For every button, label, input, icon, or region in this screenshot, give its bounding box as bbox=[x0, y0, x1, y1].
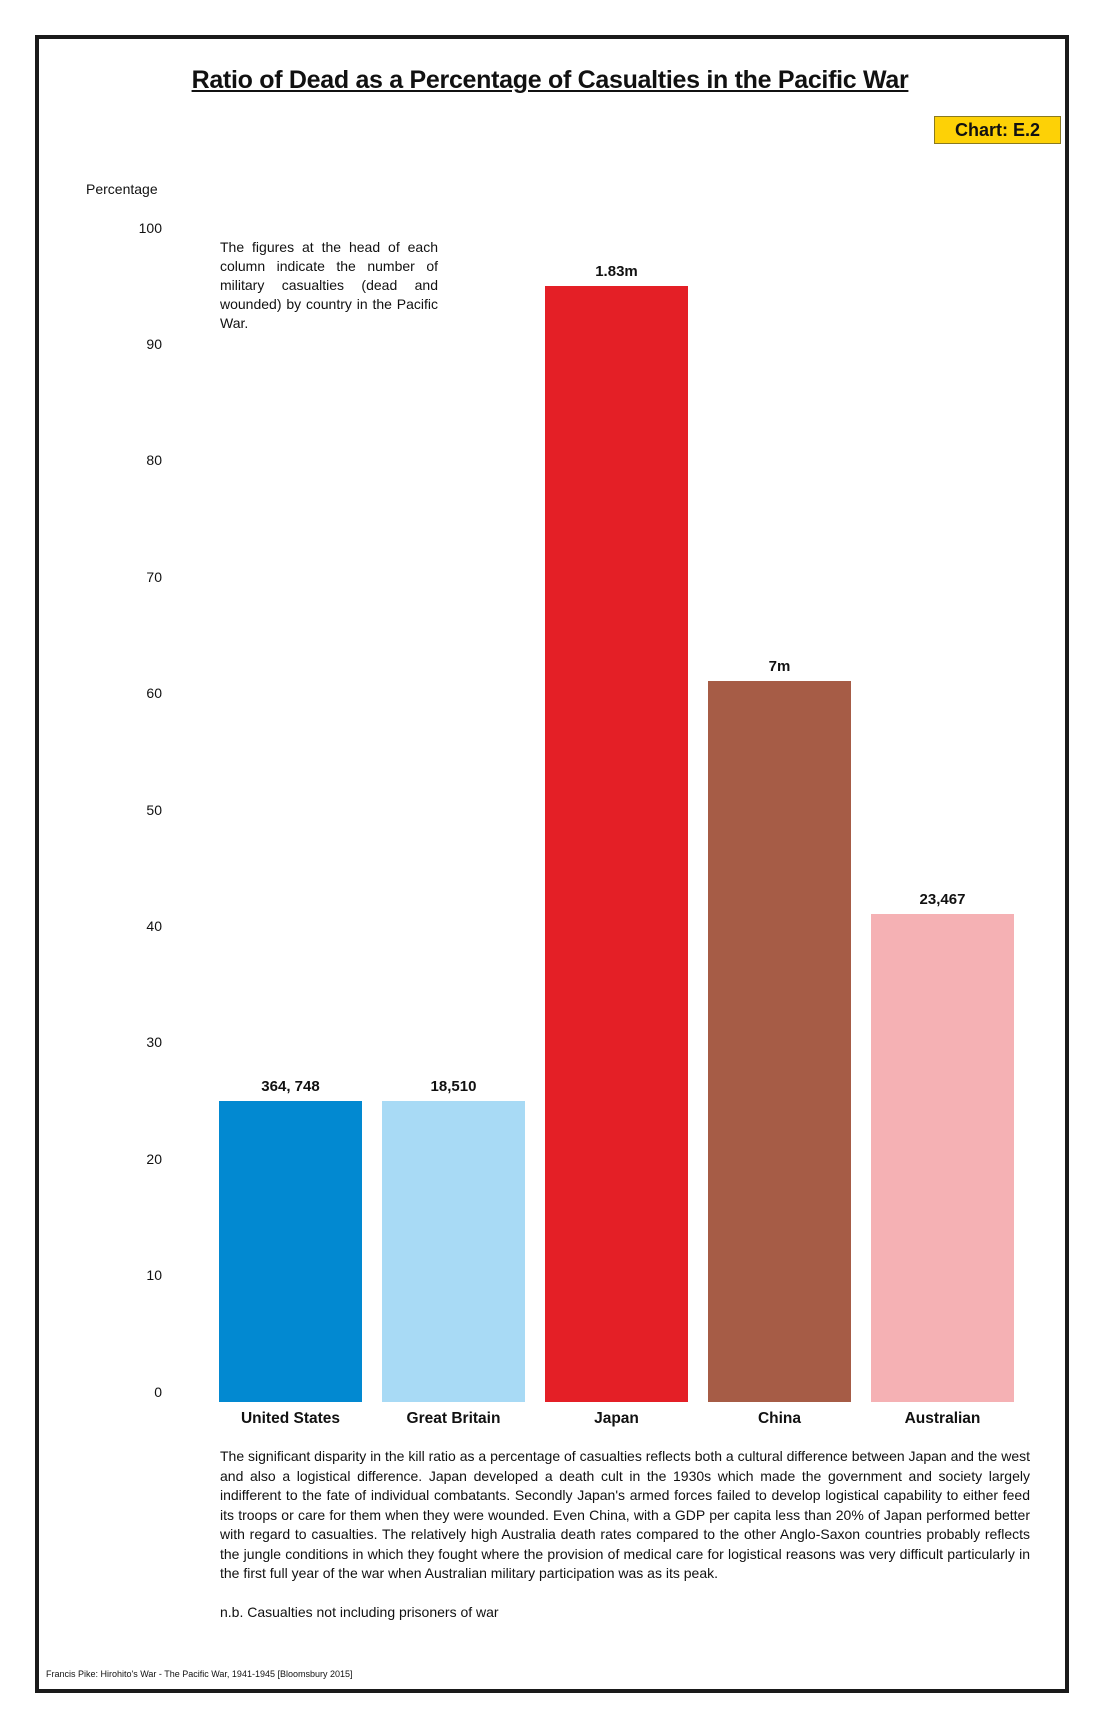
y-tick-label: 90 bbox=[146, 335, 162, 352]
y-tick-label: 80 bbox=[146, 452, 162, 469]
footnote: n.b. Casualties not including prisoners … bbox=[220, 1604, 499, 1620]
y-tick-label: 10 bbox=[146, 1267, 162, 1284]
bar-australian bbox=[871, 914, 1014, 1402]
y-tick-label: 60 bbox=[146, 685, 162, 702]
y-tick-label: 20 bbox=[146, 1150, 162, 1167]
x-category-label: Australian bbox=[904, 1410, 981, 1427]
x-category-label: Great Britain bbox=[406, 1410, 501, 1427]
chart-frame bbox=[35, 35, 1069, 1693]
bar-value-label: 364, 748 bbox=[261, 1077, 320, 1095]
bar-japan bbox=[545, 285, 688, 1402]
bar-united-states bbox=[219, 1100, 362, 1402]
y-axis-label: Percentage bbox=[86, 181, 158, 197]
y-tick-label: 50 bbox=[146, 801, 162, 818]
bar-value-label: 18,510 bbox=[430, 1077, 477, 1095]
y-tick-label: 70 bbox=[146, 568, 162, 585]
annotation-note: The figures at the head of each column i… bbox=[220, 239, 438, 331]
y-tick-label: 40 bbox=[146, 917, 162, 934]
chart-title: Ratio of Dead as a Percentage of Casualt… bbox=[191, 66, 909, 94]
bar-great-britain bbox=[382, 1100, 525, 1402]
chart-id-badge: Chart: E.2 bbox=[934, 116, 1061, 144]
x-category-label: China bbox=[757, 1410, 802, 1427]
source-citation: Francis Pike: Hirohito's War - The Pacif… bbox=[46, 1669, 353, 1679]
bar-value-label: 1.83m bbox=[595, 262, 638, 280]
x-category-label: Japan bbox=[594, 1410, 639, 1427]
y-tick-label: 100 bbox=[138, 219, 162, 236]
explanation-paragraph: The significant disparity in the kill ra… bbox=[220, 1448, 1030, 1581]
y-tick-label: 0 bbox=[154, 1383, 162, 1400]
bar-value-label: 7m bbox=[768, 658, 791, 676]
x-category-label: United States bbox=[240, 1410, 341, 1427]
bar-value-label: 23,467 bbox=[919, 891, 966, 909]
y-tick-label: 30 bbox=[146, 1034, 162, 1051]
bar-china bbox=[708, 681, 851, 1402]
